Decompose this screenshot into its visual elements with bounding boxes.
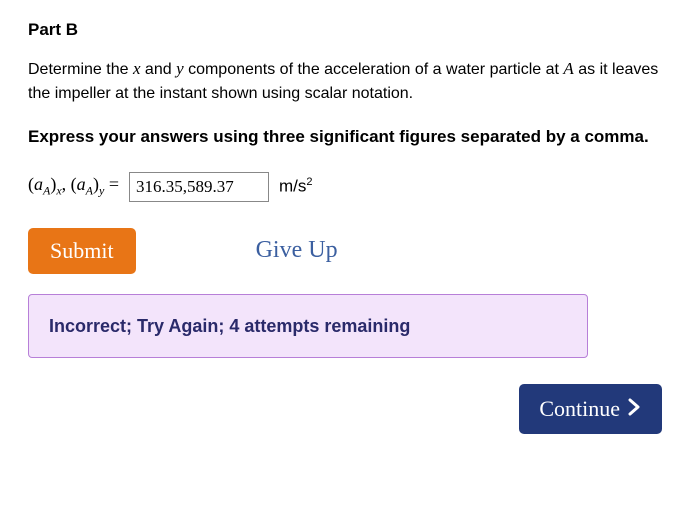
unit-base: m/s	[279, 177, 306, 196]
answer-row: (aA)x, (aA)y = m/s2	[28, 172, 672, 202]
var-y: y	[176, 59, 184, 78]
continue-button[interactable]: Continue	[519, 384, 662, 434]
prompt-text-pre: Determine the	[28, 61, 133, 78]
prompt-text-mid1: and	[140, 61, 176, 78]
feedback-text: Incorrect; Try Again; 4 attempts remaini…	[49, 316, 410, 336]
answer-lhs: (aA)x, (aA)y =	[28, 174, 119, 199]
unit-exp: 2	[306, 176, 312, 188]
continue-row: Continue	[28, 384, 672, 434]
lhs-eq: =	[104, 174, 119, 194]
lhs-a1: a	[34, 174, 43, 194]
button-row: Submit Give Up	[28, 228, 672, 274]
var-A: A	[563, 59, 573, 78]
chevron-right-icon	[628, 396, 642, 422]
continue-label: Continue	[539, 396, 620, 422]
give-up-link[interactable]: Give Up	[256, 237, 338, 264]
answer-input[interactable]	[129, 172, 269, 202]
lhs-subA2: A	[86, 184, 93, 198]
lhs-comma: ,	[62, 174, 71, 194]
lhs-a2: a	[77, 174, 86, 194]
instruction-text: Express your answers using three signifi…	[28, 124, 672, 150]
prompt-text-mid2: components of the acceleration of a wate…	[184, 61, 564, 78]
answer-unit: m/s2	[279, 176, 313, 197]
part-title: Part B	[28, 20, 672, 40]
question-prompt: Determine the x and y components of the …	[28, 56, 672, 106]
feedback-box: Incorrect; Try Again; 4 attempts remaini…	[28, 294, 588, 358]
submit-button[interactable]: Submit	[28, 228, 136, 274]
